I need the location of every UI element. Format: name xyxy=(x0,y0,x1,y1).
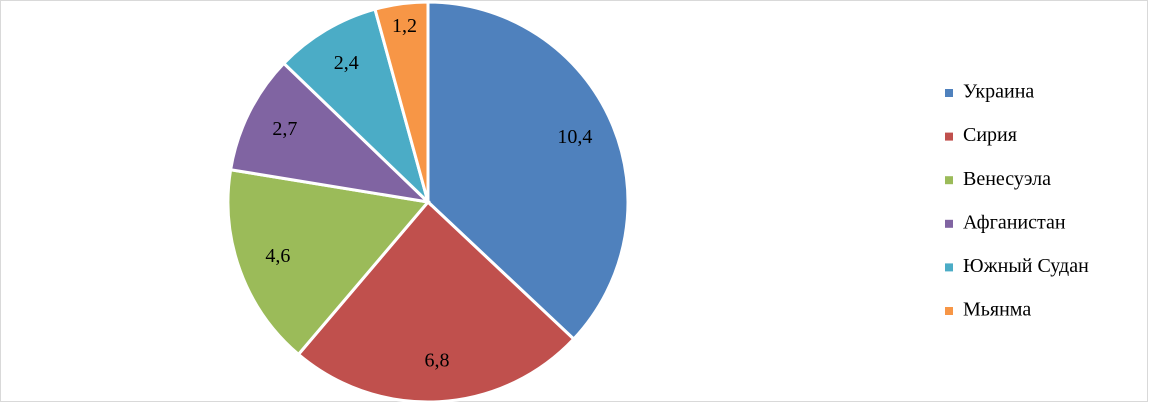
legend-swatch xyxy=(945,89,953,97)
pie-slice xyxy=(426,0,630,342)
pie-slice xyxy=(281,7,431,207)
legend-label: Сирия xyxy=(963,124,1017,146)
pie-slice xyxy=(226,167,431,357)
data-label: 2,4 xyxy=(334,52,359,74)
data-label: 2,7 xyxy=(272,118,297,140)
pie-slice xyxy=(228,61,433,205)
pie-slice xyxy=(373,0,430,203)
data-label: 4,6 xyxy=(265,245,290,267)
legend-swatch xyxy=(945,176,953,185)
legend-label: Украина xyxy=(963,81,1034,103)
data-label: 6,8 xyxy=(424,349,449,371)
legend-swatch xyxy=(945,307,953,315)
legend-swatch xyxy=(945,263,953,272)
legend-label: Афганистан xyxy=(963,211,1066,233)
legend-label: Южный Судан xyxy=(963,255,1089,277)
legend-label: Мьянма xyxy=(963,299,1031,321)
legend-label: Венесуэла xyxy=(963,168,1051,190)
data-label: 1,2 xyxy=(392,15,417,37)
legend-swatch xyxy=(945,132,953,141)
legend-swatch xyxy=(945,219,953,228)
data-label: 10,4 xyxy=(557,126,592,148)
pie-slice xyxy=(296,199,576,404)
